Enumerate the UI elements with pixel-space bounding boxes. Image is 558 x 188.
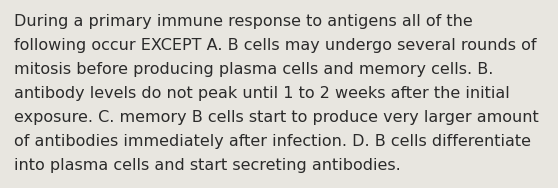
Text: of antibodies immediately after infection. D. B cells differentiate: of antibodies immediately after infectio… [14, 134, 531, 149]
Text: into plasma cells and start secreting antibodies.: into plasma cells and start secreting an… [14, 158, 401, 173]
Text: During a primary immune response to antigens all of the: During a primary immune response to anti… [14, 14, 473, 29]
Text: following occur EXCEPT A. B cells may undergo several rounds of: following occur EXCEPT A. B cells may un… [14, 38, 536, 53]
Text: mitosis before producing plasma cells and memory cells. B.: mitosis before producing plasma cells an… [14, 62, 493, 77]
Text: antibody levels do not peak until 1 to 2 weeks after the initial: antibody levels do not peak until 1 to 2… [14, 86, 510, 101]
Text: exposure. C. memory B cells start to produce very larger amount: exposure. C. memory B cells start to pro… [14, 110, 539, 125]
